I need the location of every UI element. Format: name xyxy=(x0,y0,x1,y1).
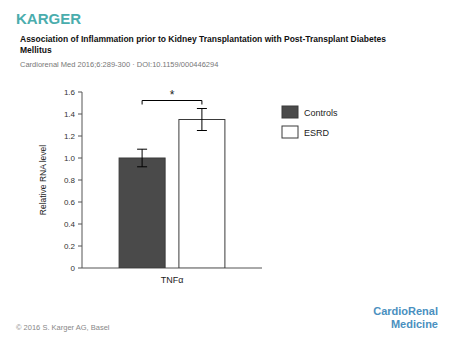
chart: KARGER Association of Inflammation prior … xyxy=(0,0,450,338)
y-tick-label: 0.2 xyxy=(64,242,76,251)
y-tick-label: 0 xyxy=(71,264,76,273)
legend-swatch xyxy=(282,106,298,118)
y-tick xyxy=(78,158,82,159)
y-tick-label: 1.4 xyxy=(64,110,76,119)
y-tick xyxy=(78,114,82,115)
error-bar xyxy=(137,149,147,167)
header: KARGER xyxy=(16,10,81,27)
title-line: Mellitus xyxy=(20,45,52,55)
y-tick-label: 1.0 xyxy=(64,154,76,163)
legend-swatch xyxy=(282,126,298,138)
significance-label: * xyxy=(170,88,175,102)
bar xyxy=(119,158,165,268)
x-axis xyxy=(82,268,262,269)
y-tick xyxy=(78,92,82,93)
brand-line: CardioRenal xyxy=(373,305,438,317)
brand: CardioRenalMedicine xyxy=(373,305,438,330)
x-tick-label: TNFα xyxy=(161,275,184,285)
title-line: Association of Inflammation prior to Kid… xyxy=(20,34,386,44)
y-tick-label: 0.4 xyxy=(64,220,76,229)
legend: Controls ESRD xyxy=(282,106,338,138)
bar xyxy=(179,120,225,269)
y-axis xyxy=(82,92,83,268)
y-ticks: 0 0.2 0.4 0.6 0.8 1.0 1.2 1.4 1.6 xyxy=(64,88,82,273)
bars xyxy=(119,120,225,269)
y-tick xyxy=(78,268,82,269)
background xyxy=(0,0,450,338)
y-tick xyxy=(78,246,82,247)
y-tick-label: 1.2 xyxy=(64,132,76,141)
y-tick xyxy=(78,202,82,203)
y-tick-label: 0.8 xyxy=(64,176,76,185)
y-tick-label: 0.6 xyxy=(64,198,76,207)
y-tick-label: 1.6 xyxy=(64,88,76,97)
error-bars xyxy=(137,109,207,167)
y-tick xyxy=(78,180,82,181)
y-axis-label: Relative RNA level xyxy=(38,145,48,216)
brand-line: Medicine xyxy=(391,318,438,330)
footer: © 2016 S. Karger AG, Basel xyxy=(16,323,110,332)
title: Association of Inflammation prior to Kid… xyxy=(20,34,386,55)
legend-label: ESRD xyxy=(304,128,330,138)
y-tick xyxy=(78,136,82,137)
legend-label: Controls xyxy=(304,108,338,118)
subtitle: Cardiorenal Med 2016;6:289-300 · DOI:10.… xyxy=(20,60,218,69)
error-bar xyxy=(197,109,207,131)
y-tick xyxy=(78,224,82,225)
